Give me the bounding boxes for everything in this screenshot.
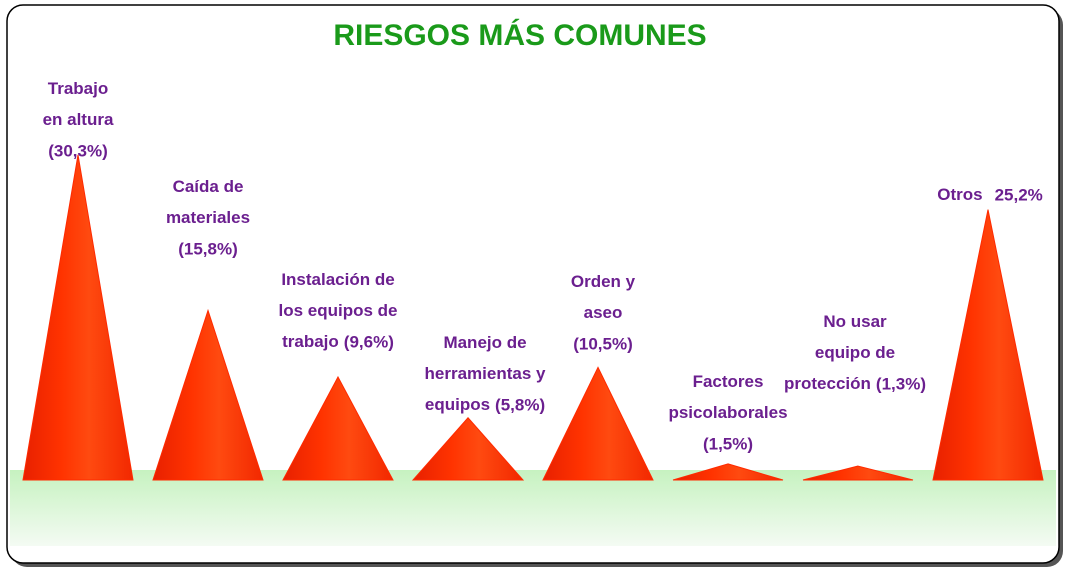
- category-label: Orden y aseo: [571, 272, 636, 322]
- label-line: Otros: [937, 185, 982, 204]
- chart-title: RIESGOS MÁS COMUNES: [333, 18, 706, 52]
- label-line: Instalación de: [281, 270, 394, 289]
- label-line: Manejo de: [443, 333, 526, 352]
- label-line: psicolaborales: [668, 403, 787, 422]
- label-line: trabajo: [282, 332, 339, 351]
- cone: [282, 375, 394, 481]
- cone: [152, 308, 264, 481]
- value-label: (30,3%): [48, 141, 108, 160]
- label-line: equipo de: [815, 343, 895, 362]
- category-label: Otros: [937, 185, 982, 204]
- label-line: en altura: [43, 110, 114, 129]
- label-line: herramientas y: [425, 364, 546, 383]
- cone: [542, 366, 654, 481]
- value-label: (1,3%): [876, 374, 926, 393]
- category-label: Instalación de los equipos de trabajo: [278, 270, 397, 351]
- label-line: los equipos de: [278, 301, 397, 320]
- label-line: equipos: [425, 395, 490, 414]
- label-line: Orden y: [571, 272, 636, 291]
- value-label: (9,6%): [344, 332, 394, 351]
- label-line: materiales: [166, 208, 250, 227]
- value-label: (10,5%): [573, 334, 633, 353]
- frame: [6, 4, 1060, 564]
- value-label: (1,5%): [703, 434, 753, 453]
- label-line: Trabajo: [48, 79, 108, 98]
- floor: [10, 470, 1056, 546]
- category-label: Manejo de herramientas y equipos: [425, 333, 546, 414]
- category-label: Trabajo en altura: [43, 79, 114, 129]
- cone: [672, 463, 784, 481]
- cone: [802, 465, 914, 481]
- value-label: (5,8%): [495, 395, 545, 414]
- label-line: No usar: [823, 312, 887, 331]
- cone: [411, 417, 525, 481]
- label-line: Caída de: [173, 177, 244, 196]
- category-label: Caída de materiales: [166, 177, 250, 227]
- label-line: Factores: [693, 372, 764, 391]
- label-line: aseo: [584, 303, 623, 322]
- category-label: Factores psicolaborales: [668, 372, 787, 422]
- cone: [22, 154, 134, 481]
- cone: [932, 209, 1044, 481]
- label-line: protección: [784, 374, 871, 393]
- category-label: No usar equipo de protección: [784, 312, 895, 393]
- value-label: 25,2%: [995, 185, 1043, 204]
- value-label: (15,8%): [178, 239, 238, 258]
